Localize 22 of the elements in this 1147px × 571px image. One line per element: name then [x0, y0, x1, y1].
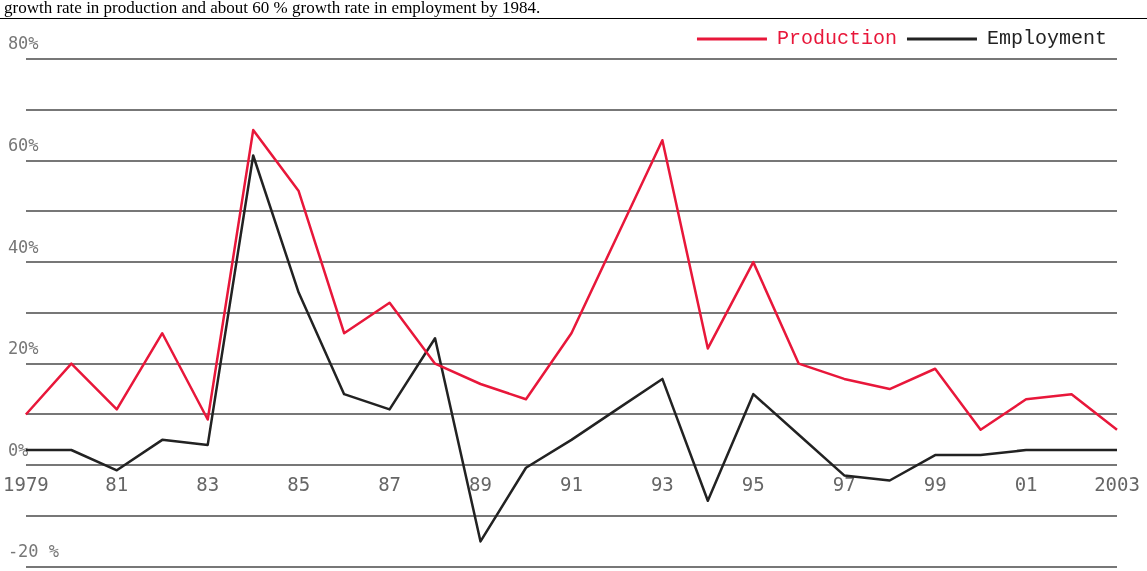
text: growth rate in production and about 60 % growth rate in employment by 1984. — [0, 0, 1147, 19]
x-tick-label: 95 — [741, 472, 765, 495]
x-tick-label: 01 — [1014, 472, 1038, 495]
y-tick-label: -20 % — [7, 541, 60, 562]
y-tick-label: 20% — [7, 338, 39, 359]
x-tick-label: 97 — [832, 472, 856, 495]
x-tick-label: 93 — [650, 472, 674, 495]
legend-label: Employment — [986, 27, 1108, 51]
x-tick-label: 99 — [923, 472, 947, 495]
x-tick-label: 91 — [559, 472, 583, 495]
y-tick-label: 60% — [7, 134, 39, 155]
y-tick-label: 0% — [7, 439, 29, 460]
y-tick-label: 80% — [7, 33, 39, 54]
x-tick-label: 81 — [105, 472, 129, 495]
x-tick-label: 2003 — [1094, 472, 1140, 495]
legend-label: Production — [776, 27, 897, 51]
x-tick-label: 83 — [196, 472, 220, 495]
x-tick-label: 85 — [287, 472, 311, 495]
x-tick-label: 87 — [378, 472, 402, 495]
x-tick-label: 89 — [469, 472, 492, 495]
y-tick-label: 40% — [7, 236, 39, 257]
x-tick-label: 1979 — [3, 472, 49, 495]
